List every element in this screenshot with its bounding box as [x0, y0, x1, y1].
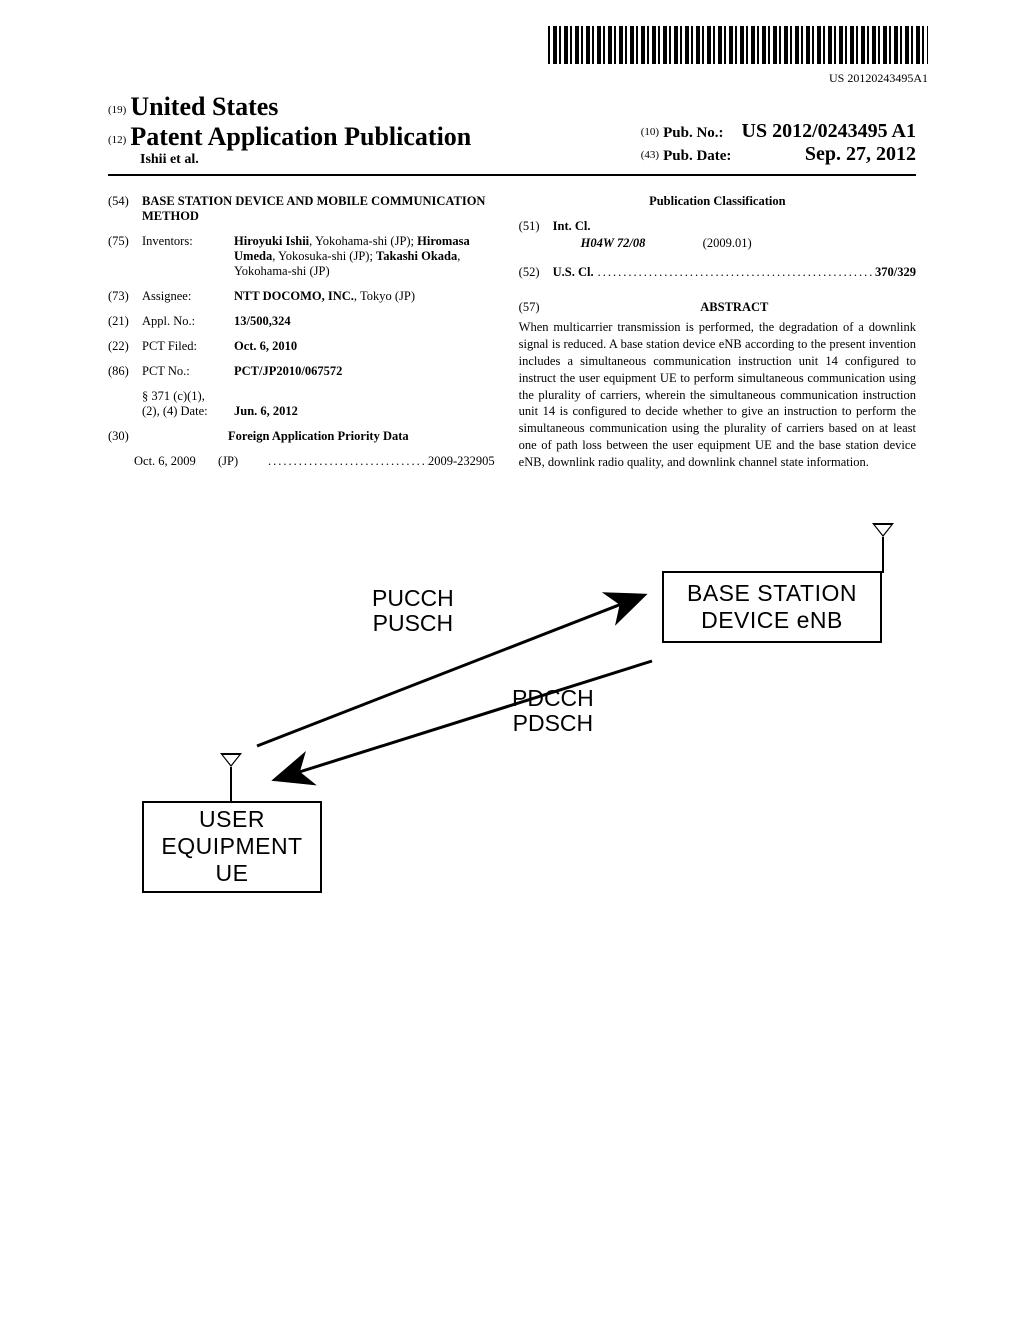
inventors-label: Inventors: [142, 234, 234, 279]
pctno-label: PCT No.: [142, 364, 234, 379]
intcl-symbol: H04W 72/08 [553, 236, 703, 251]
pctfiled-tag: (22) [108, 339, 142, 354]
applno-label: Appl. No.: [142, 314, 234, 329]
foreign-hdr: Foreign Application Priority Data [142, 429, 495, 444]
barcode-region: US 20120243495A1 [108, 26, 928, 86]
foreign-priority-row: Oct. 6, 2009 (JP) ......................… [108, 454, 495, 469]
inventors-tag: (75) [108, 234, 142, 279]
leader-dots: ................................ [268, 454, 428, 469]
uscl-label: U.S. Cl. [553, 265, 594, 280]
assignee-label: Assignee: [142, 289, 234, 304]
publication-tag: (12) [108, 134, 126, 146]
figure: BASE STATION DEVICE eNB USER EQUIPMENT U… [142, 511, 882, 911]
pubdate-value: Sep. 27, 2012 [805, 143, 916, 166]
foreign-tag: (30) [108, 429, 142, 444]
applno-tag: (21) [108, 314, 142, 329]
pubno-tag: (10) [641, 126, 659, 138]
uscl-tag: (52) [519, 265, 553, 280]
antenna-icon [882, 537, 884, 573]
uplink-label: PUCCH PUSCH [372, 586, 454, 637]
bib-right-column: Publication Classification (51) Int. Cl.… [519, 194, 916, 471]
uscl-value: 370/329 [875, 265, 916, 280]
document-header: (19) United States (12) Patent Applicati… [108, 92, 916, 176]
pubdate-label: Pub. Date: [663, 148, 731, 164]
barcode-number: US 20120243495A1 [108, 71, 928, 86]
pctno-tag: (86) [108, 364, 142, 379]
pubdate-tag: (43) [641, 149, 659, 161]
country: United States [130, 92, 278, 121]
intcl-tag: (51) [519, 219, 553, 234]
leader-dots: ........................................… [594, 265, 875, 280]
pubno-label: Pub. No.: [663, 125, 723, 141]
downlink-label: PDCCH PDSCH [512, 686, 594, 737]
s371-label: § 371 (c)(1), (2), (4) Date: [142, 389, 234, 419]
classification-hdr: Publication Classification [519, 194, 916, 209]
bib-left-column: (54) BASE STATION DEVICE AND MOBILE COMM… [108, 194, 495, 471]
country-tag: (19) [108, 104, 126, 116]
pctfiled-label: PCT Filed: [142, 339, 234, 354]
abstract-text: When multicarrier transmission is perfor… [519, 319, 916, 471]
publication-line: Patent Application Publication [130, 122, 471, 151]
s371-value: Jun. 6, 2012 [234, 404, 495, 419]
applno-value: 13/500,324 [234, 314, 495, 329]
inventors-value: Hiroyuki Ishii, Yokohama-shi (JP); Hirom… [234, 234, 495, 279]
pubno-value: US 2012/0243495 A1 [742, 120, 916, 143]
foreign-number: 2009-232905 [428, 454, 495, 469]
intcl-version: (2009.01) [703, 236, 752, 251]
invention-title: BASE STATION DEVICE AND MOBILE COMMUNICA… [142, 194, 495, 224]
assignee-tag: (73) [108, 289, 142, 304]
title-tag: (54) [108, 194, 142, 224]
abstract-tag: (57) [519, 300, 553, 315]
abstract-hdr: ABSTRACT [553, 300, 916, 315]
barcode-icon [548, 26, 928, 64]
pctno-value: PCT/JP2010/067572 [234, 364, 495, 379]
pctfiled-value: Oct. 6, 2010 [234, 339, 495, 354]
assignee-value: NTT DOCOMO, INC., Tokyo (JP) [234, 289, 495, 304]
intcl-label: Int. Cl. [553, 219, 591, 234]
bibliographic-section: (54) BASE STATION DEVICE AND MOBILE COMM… [108, 194, 916, 471]
foreign-date: Oct. 6, 2009 [108, 454, 218, 469]
authors: Ishii et al. [108, 152, 471, 168]
foreign-country: (JP) [218, 454, 268, 469]
